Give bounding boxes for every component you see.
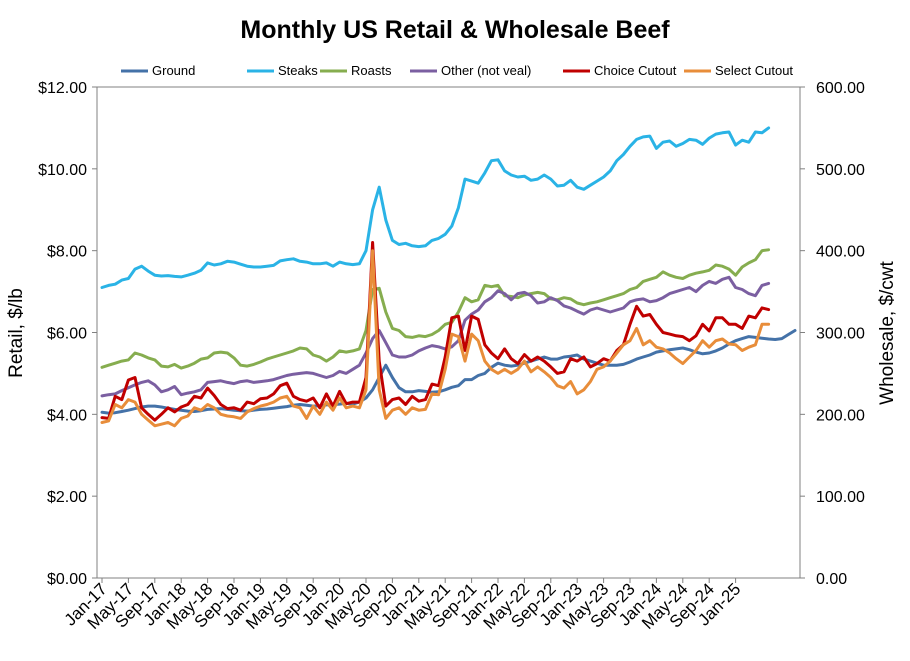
left-tick-label: $2.00 [47, 489, 87, 506]
left-tick-label: $4.00 [47, 407, 87, 424]
left-axis-ticks: $0.00 $2.00 $4.00 $6.00 $8.00 $10.00 $12.00 [38, 80, 97, 588]
series-line-select-cutout [100, 249, 771, 428]
series-line-roasts [100, 248, 771, 370]
left-tick-label: $10.00 [38, 162, 87, 179]
right-tick-label: 600.00 [816, 80, 865, 97]
chart-title: Monthly US Retail & Wholesale Beef [240, 16, 670, 44]
right-tick-label: 100.00 [816, 489, 865, 506]
legend-label-other-not-veal: Other (not veal) [441, 63, 531, 78]
legend-label-ground: Ground [152, 63, 195, 78]
right-axis-title: Wholesale, $/cwt [877, 260, 898, 404]
left-tick-label: $12.00 [38, 80, 87, 97]
legend-label-steaks: Steaks [278, 63, 318, 78]
left-tick-label: $0.00 [47, 571, 87, 588]
right-tick-label: 0.00 [816, 571, 847, 588]
right-axis-ticks: 0.00 100.00 200.00 300.00 400.00 500.00 600.00 [800, 80, 865, 588]
right-tick-label: 200.00 [816, 407, 865, 424]
legend: Ground Steaks Roasts Other (not veal) Choice… [121, 63, 793, 78]
series-line-steaks [100, 126, 771, 289]
legend-label-select-cutout: Select Cutout [715, 63, 793, 78]
right-tick-label: 300.00 [816, 326, 865, 343]
series-line-ground [100, 329, 797, 415]
series-line-other-not-veal [100, 275, 771, 398]
left-axis-title: Retail, $/lb [6, 288, 27, 378]
left-tick-label: $6.00 [47, 326, 87, 343]
legend-label-roasts: Roasts [351, 63, 392, 78]
legend-label-choice-cutout: Choice Cutout [594, 63, 677, 78]
left-tick-label: $8.00 [47, 244, 87, 261]
series-line-choice-cutout [100, 241, 771, 422]
right-tick-label: 500.00 [816, 162, 865, 179]
right-tick-label: 400.00 [816, 244, 865, 261]
